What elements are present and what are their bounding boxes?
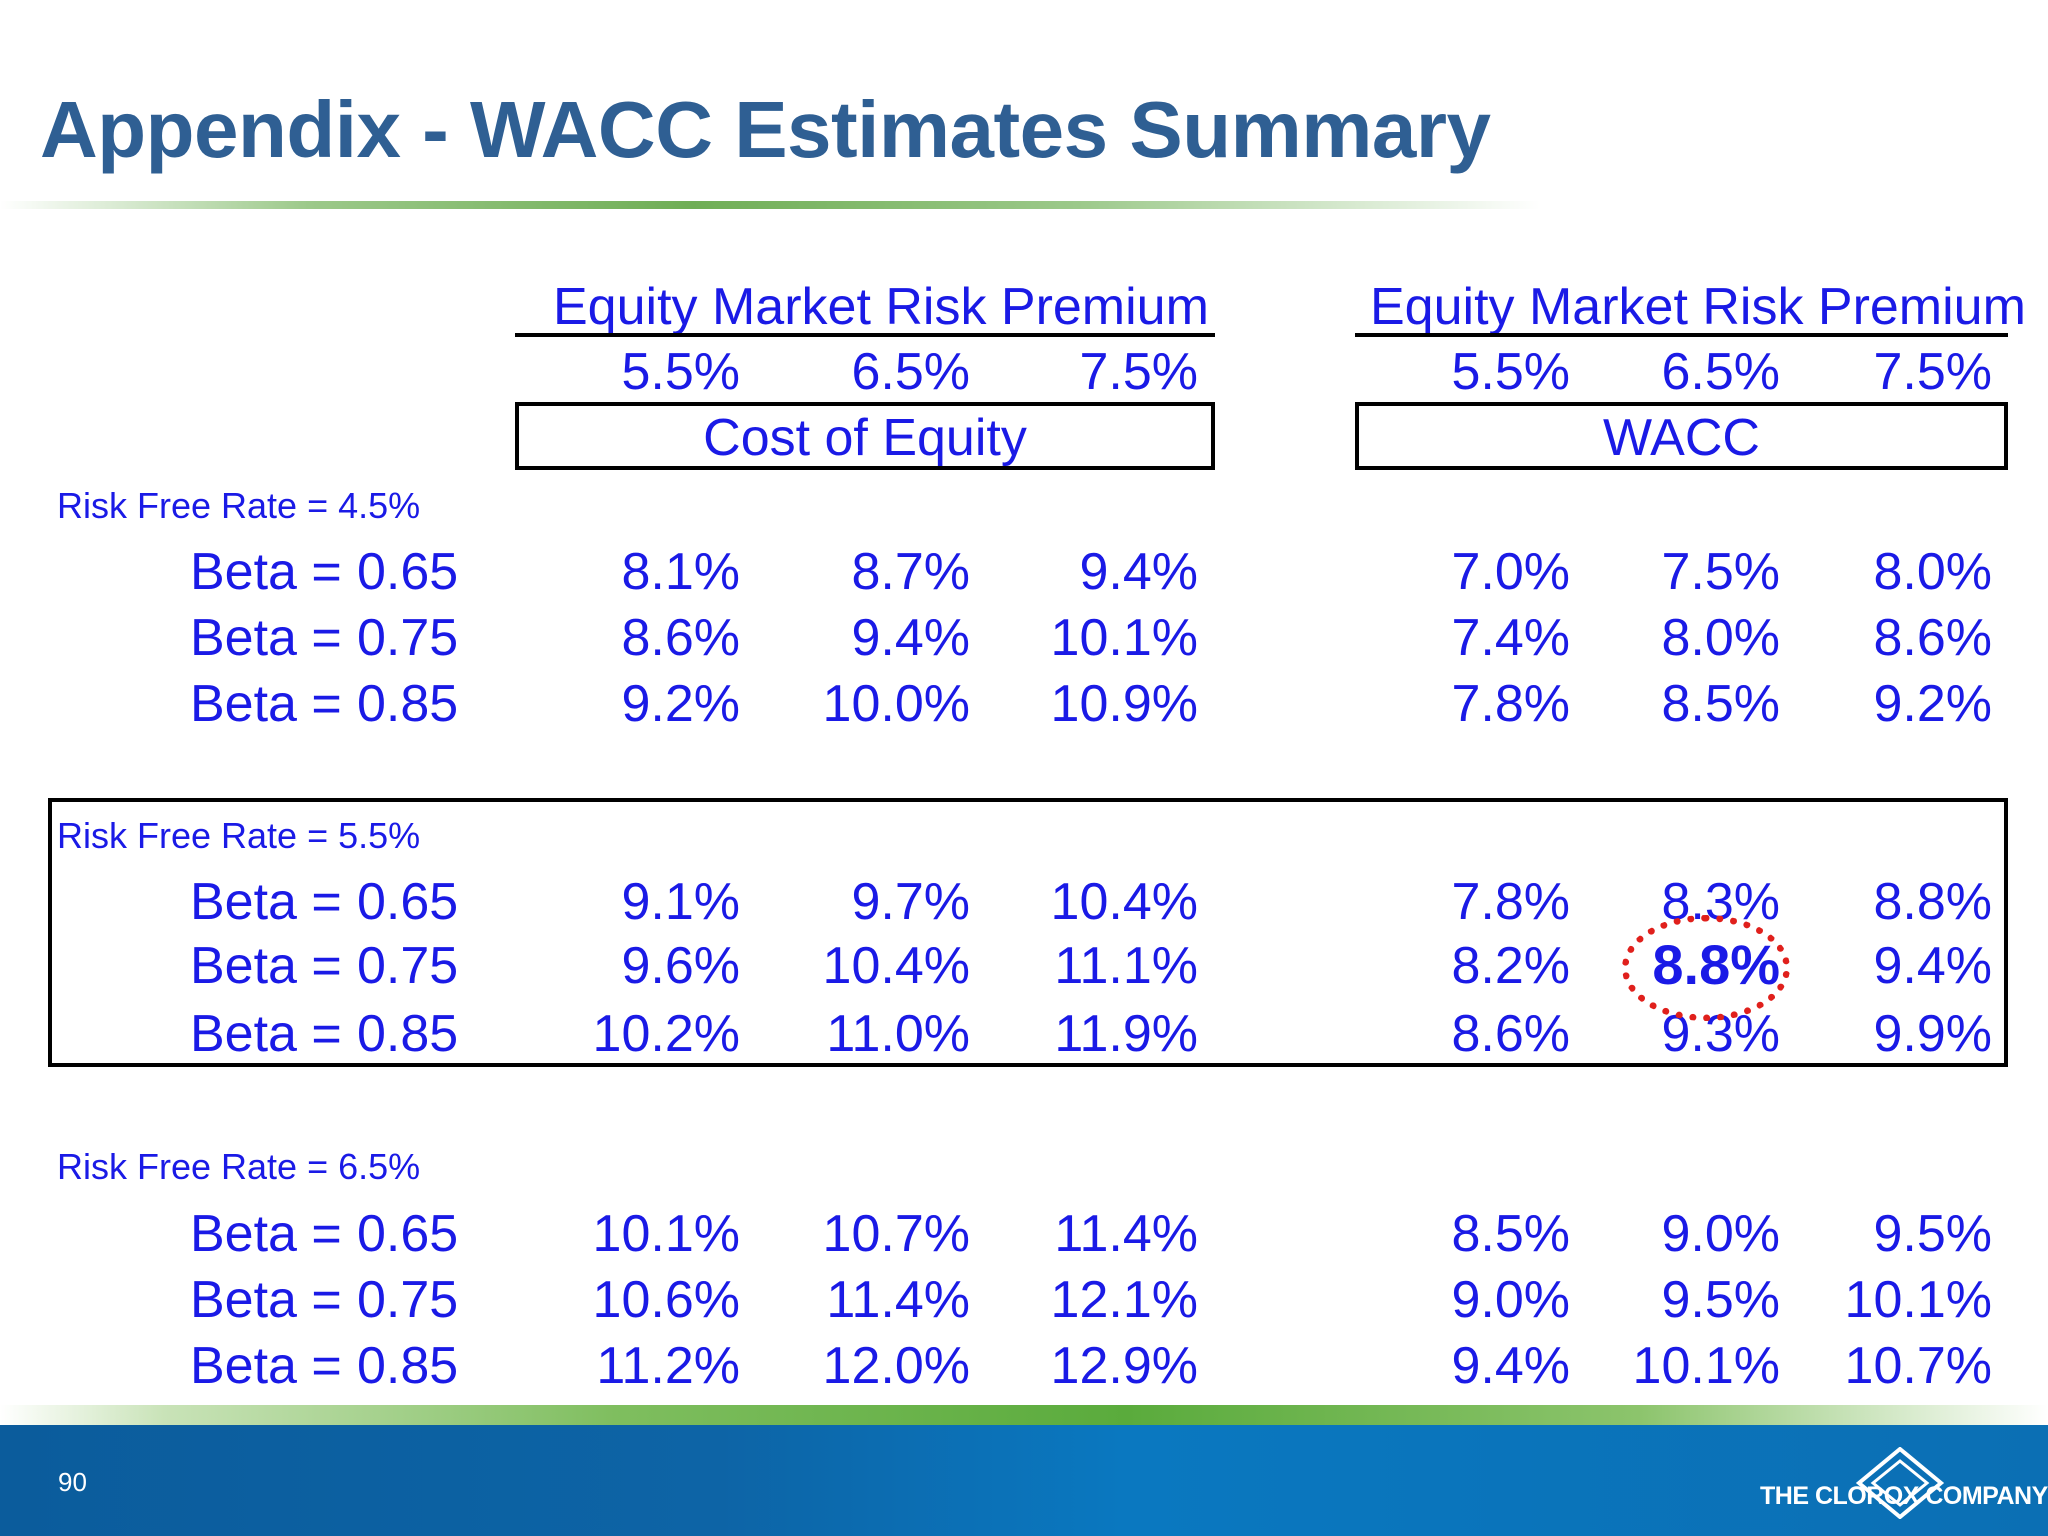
cost-of-equity-cell: 8.1%: [621, 543, 740, 601]
beta-label: Beta =: [190, 609, 342, 667]
beta-label: Beta =: [190, 1005, 342, 1063]
cost-of-equity-cell: 11.9%: [1054, 1005, 1198, 1063]
wacc-cell: 8.2%: [1451, 937, 1570, 995]
wacc-cell: 8.5%: [1451, 1205, 1570, 1263]
cost-of-equity-cell: 10.7%: [822, 1205, 970, 1263]
cost-of-equity-cell: 9.4%: [851, 609, 970, 667]
beta-label: Beta =: [190, 873, 342, 931]
cost-of-equity-cell: 12.1%: [1050, 1271, 1198, 1329]
beta-value: 0.65: [357, 543, 459, 601]
page-number: 90: [58, 1467, 87, 1497]
wacc-cell: 8.6%: [1873, 609, 1992, 667]
cost-of-equity-cell: 9.4%: [1079, 543, 1198, 601]
left-premium-3: 7.5%: [1079, 343, 1198, 401]
right-premium-header: Equity Market Risk Premium: [1370, 278, 2026, 336]
base-case-group-border: [48, 798, 2008, 1067]
wacc-cell: 7.8%: [1451, 873, 1570, 931]
cost-of-equity-cell: 12.0%: [822, 1337, 970, 1395]
cost-of-equity-cell: 10.6%: [592, 1271, 740, 1329]
cost-of-equity-cell: 9.1%: [621, 873, 740, 931]
cost-of-equity-cell: 11.4%: [826, 1271, 970, 1329]
beta-label: Beta =: [190, 937, 342, 995]
wacc-cell: 9.5%: [1661, 1271, 1780, 1329]
left-premium-2: 6.5%: [851, 343, 970, 401]
beta-value: 0.85: [357, 1005, 459, 1063]
cost-of-equity-cell: 12.9%: [1050, 1337, 1198, 1395]
footer-accent-strip: [0, 1405, 2048, 1425]
cost-of-equity-cell: 10.4%: [1050, 873, 1198, 931]
cost-of-equity-cell: 10.1%: [592, 1205, 740, 1263]
beta-label: Beta =: [190, 1205, 342, 1263]
beta-value: 0.75: [357, 937, 459, 995]
wacc-cell: 7.0%: [1451, 543, 1570, 601]
wacc-cell: 9.0%: [1661, 1205, 1780, 1263]
footer-bar: [0, 1425, 2048, 1536]
wacc-cell: 10.1%: [1632, 1337, 1780, 1395]
wacc-box: [1355, 402, 2008, 470]
wacc-cell: 7.5%: [1661, 543, 1780, 601]
wacc-cell: 9.4%: [1451, 1337, 1570, 1395]
cost-of-equity-cell: 11.2%: [596, 1337, 740, 1395]
wacc-cell: 10.7%: [1844, 1337, 1992, 1395]
beta-label: Beta =: [190, 1337, 342, 1395]
wacc-cell: 9.9%: [1873, 1005, 1992, 1063]
risk-free-rate-label: Risk Free Rate = 6.5%: [57, 1146, 421, 1187]
diamond-logo-icon: [1855, 1447, 1945, 1519]
wacc-cell: 8.0%: [1873, 543, 1992, 601]
cost-of-equity-cell: 11.1%: [1054, 937, 1198, 995]
left-premium-header: Equity Market Risk Premium: [553, 278, 1209, 336]
page-title: Appendix - WACC Estimates Summary: [40, 85, 1491, 174]
beta-value: 0.75: [357, 1271, 459, 1329]
wacc-cell: 9.2%: [1873, 675, 1992, 733]
cost-of-equity-box: [515, 402, 1215, 470]
left-premium-1: 5.5%: [621, 343, 740, 401]
cost-of-equity-cell: 10.2%: [592, 1005, 740, 1063]
cost-of-equity-cell: 10.1%: [1050, 609, 1198, 667]
beta-value: 0.65: [357, 1205, 459, 1263]
wacc-label: WACC: [1603, 409, 1760, 467]
right-premium-3: 7.5%: [1873, 343, 1992, 401]
wacc-cell: 9.4%: [1873, 937, 1992, 995]
cost-of-equity-label: Cost of Equity: [703, 409, 1027, 467]
wacc-cell: 9.5%: [1873, 1205, 1992, 1263]
wacc-cell: 7.8%: [1451, 675, 1570, 733]
beta-value: 0.65: [357, 873, 459, 931]
wacc-cell: 8.6%: [1451, 1005, 1570, 1063]
cost-of-equity-cell: 11.4%: [1054, 1205, 1198, 1263]
beta-value: 0.85: [357, 1337, 459, 1395]
beta-value: 0.75: [357, 609, 459, 667]
beta-value: 0.85: [357, 675, 459, 733]
cost-of-equity-cell: 10.4%: [822, 937, 970, 995]
highlight-circle: [1622, 915, 1790, 1021]
company-logo: THE CLOROX COMPANY: [1760, 1447, 2048, 1519]
beta-label: Beta =: [190, 1271, 342, 1329]
cost-of-equity-cell: 9.6%: [621, 937, 740, 995]
company-name: THE CLOROX COMPANY: [1760, 1482, 2048, 1510]
wacc-cell: 9.0%: [1451, 1271, 1570, 1329]
left-header-underline: [515, 333, 1215, 337]
right-premium-1: 5.5%: [1451, 343, 1570, 401]
cost-of-equity-cell: 9.2%: [621, 675, 740, 733]
title-divider: [0, 201, 1540, 209]
cost-of-equity-cell: 11.0%: [826, 1005, 970, 1063]
right-header-underline: [1355, 333, 2008, 337]
wacc-cell: 10.1%: [1844, 1271, 1992, 1329]
risk-free-rate-label: Risk Free Rate = 5.5%: [57, 815, 421, 856]
cost-of-equity-cell: 9.7%: [851, 873, 970, 931]
right-premium-2: 6.5%: [1661, 343, 1780, 401]
beta-label: Beta =: [190, 675, 342, 733]
cost-of-equity-cell: 10.9%: [1050, 675, 1198, 733]
risk-free-rate-label: Risk Free Rate = 4.5%: [57, 485, 421, 526]
wacc-cell: 8.0%: [1661, 609, 1780, 667]
wacc-cell: 8.8%: [1873, 873, 1992, 931]
cost-of-equity-cell: 10.0%: [822, 675, 970, 733]
wacc-cell: 7.4%: [1451, 609, 1570, 667]
cost-of-equity-cell: 8.6%: [621, 609, 740, 667]
cost-of-equity-cell: 8.7%: [851, 543, 970, 601]
beta-label: Beta =: [190, 543, 342, 601]
wacc-cell: 8.5%: [1661, 675, 1780, 733]
